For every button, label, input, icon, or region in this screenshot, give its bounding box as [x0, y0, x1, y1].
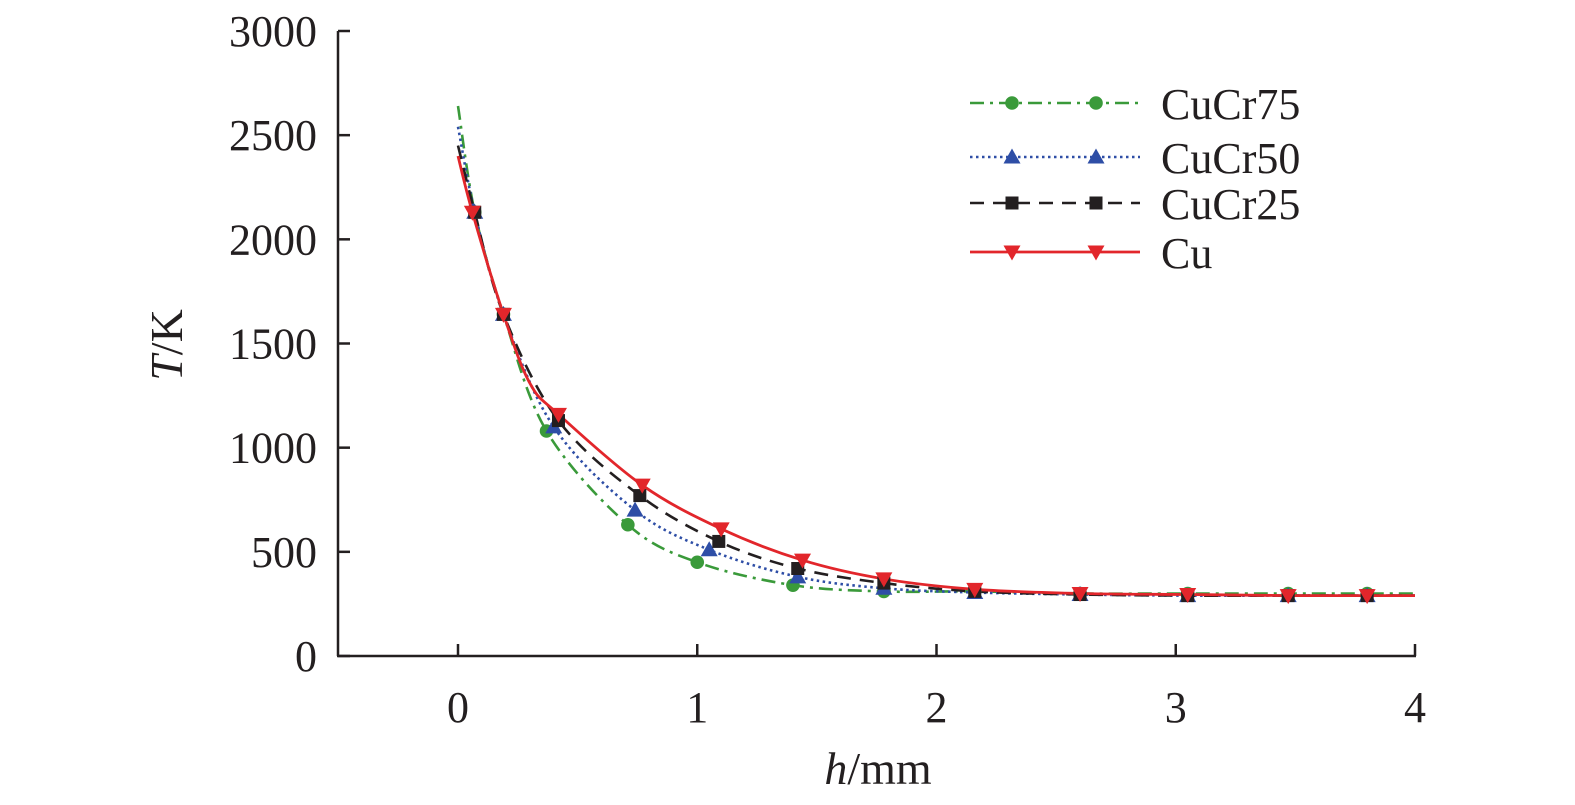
legend-label-cu: Cu: [1161, 229, 1212, 278]
legend-label-cucr50: CuCr50: [1161, 134, 1300, 183]
y-axis-title-unit: /K: [141, 309, 192, 355]
plot-markers: [463, 203, 1376, 605]
legend-marker-cucr50: [1087, 148, 1105, 164]
y-tick-label: 3000: [229, 7, 317, 56]
legend-label-cucr75: CuCr75: [1161, 80, 1300, 129]
legend-marker-cucr25: [1089, 196, 1103, 210]
x-ticks: 0 1 2 3 4: [447, 644, 1426, 732]
data-point-cu: [794, 553, 812, 569]
x-axis-title-variable: h: [824, 743, 847, 794]
y-tick-label: 500: [251, 528, 317, 577]
data-point-cu: [875, 572, 893, 588]
y-tick-label: 2000: [229, 215, 317, 264]
x-tick-label: 1: [686, 683, 708, 732]
data-point-cu: [463, 205, 481, 221]
axes: 0 500 1000 1500 2000 2500 3000 0 1 2 3 4: [229, 7, 1426, 732]
y-tick-label: 0: [295, 632, 317, 681]
data-point-cucr25: [712, 534, 726, 548]
y-ticks: 0 500 1000 1500 2000 2500 3000: [229, 7, 350, 681]
data-point-cu: [1279, 589, 1297, 605]
x-tick-label: 2: [926, 683, 948, 732]
legend-marker-cucr25: [1005, 196, 1019, 210]
legend-marker-cu: [1087, 245, 1105, 261]
data-point-cu: [1071, 587, 1089, 603]
data-point-cucr25: [633, 489, 647, 503]
x-tick-label: 3: [1165, 683, 1187, 732]
legend-marker-cucr50: [1003, 148, 1021, 164]
y-axis-title: T/K: [141, 309, 192, 381]
legend-marker-cu: [1003, 245, 1021, 261]
legend-marker-cucr75: [1005, 96, 1019, 110]
data-point-cucr50: [789, 568, 807, 584]
y-axis-title-variable: T: [141, 352, 192, 381]
data-point-cucr75: [690, 555, 705, 570]
data-point-cucr50: [700, 541, 718, 557]
legend-label-cucr25: CuCr25: [1161, 180, 1300, 229]
data-point-cu: [633, 478, 651, 494]
data-point-cu: [1358, 589, 1376, 605]
data-point-cu: [1179, 588, 1197, 604]
data-point-cu: [712, 522, 730, 538]
data-point-cu: [549, 407, 567, 423]
data-point-cucr50: [626, 501, 644, 517]
data-point-cu: [966, 582, 984, 598]
y-tick-label: 1500: [229, 320, 317, 369]
legend-marker-cucr75: [1089, 96, 1103, 110]
y-tick-label: 1000: [229, 424, 317, 473]
data-point-cucr75: [621, 517, 635, 532]
x-axis-title: h/mm: [824, 743, 932, 794]
y-tick-label: 2500: [229, 111, 317, 160]
x-axis-title-unit: /mm: [847, 743, 932, 794]
data-point-cu: [494, 307, 512, 323]
x-tick-label: 4: [1404, 683, 1426, 732]
x-tick-label: 0: [447, 683, 469, 732]
